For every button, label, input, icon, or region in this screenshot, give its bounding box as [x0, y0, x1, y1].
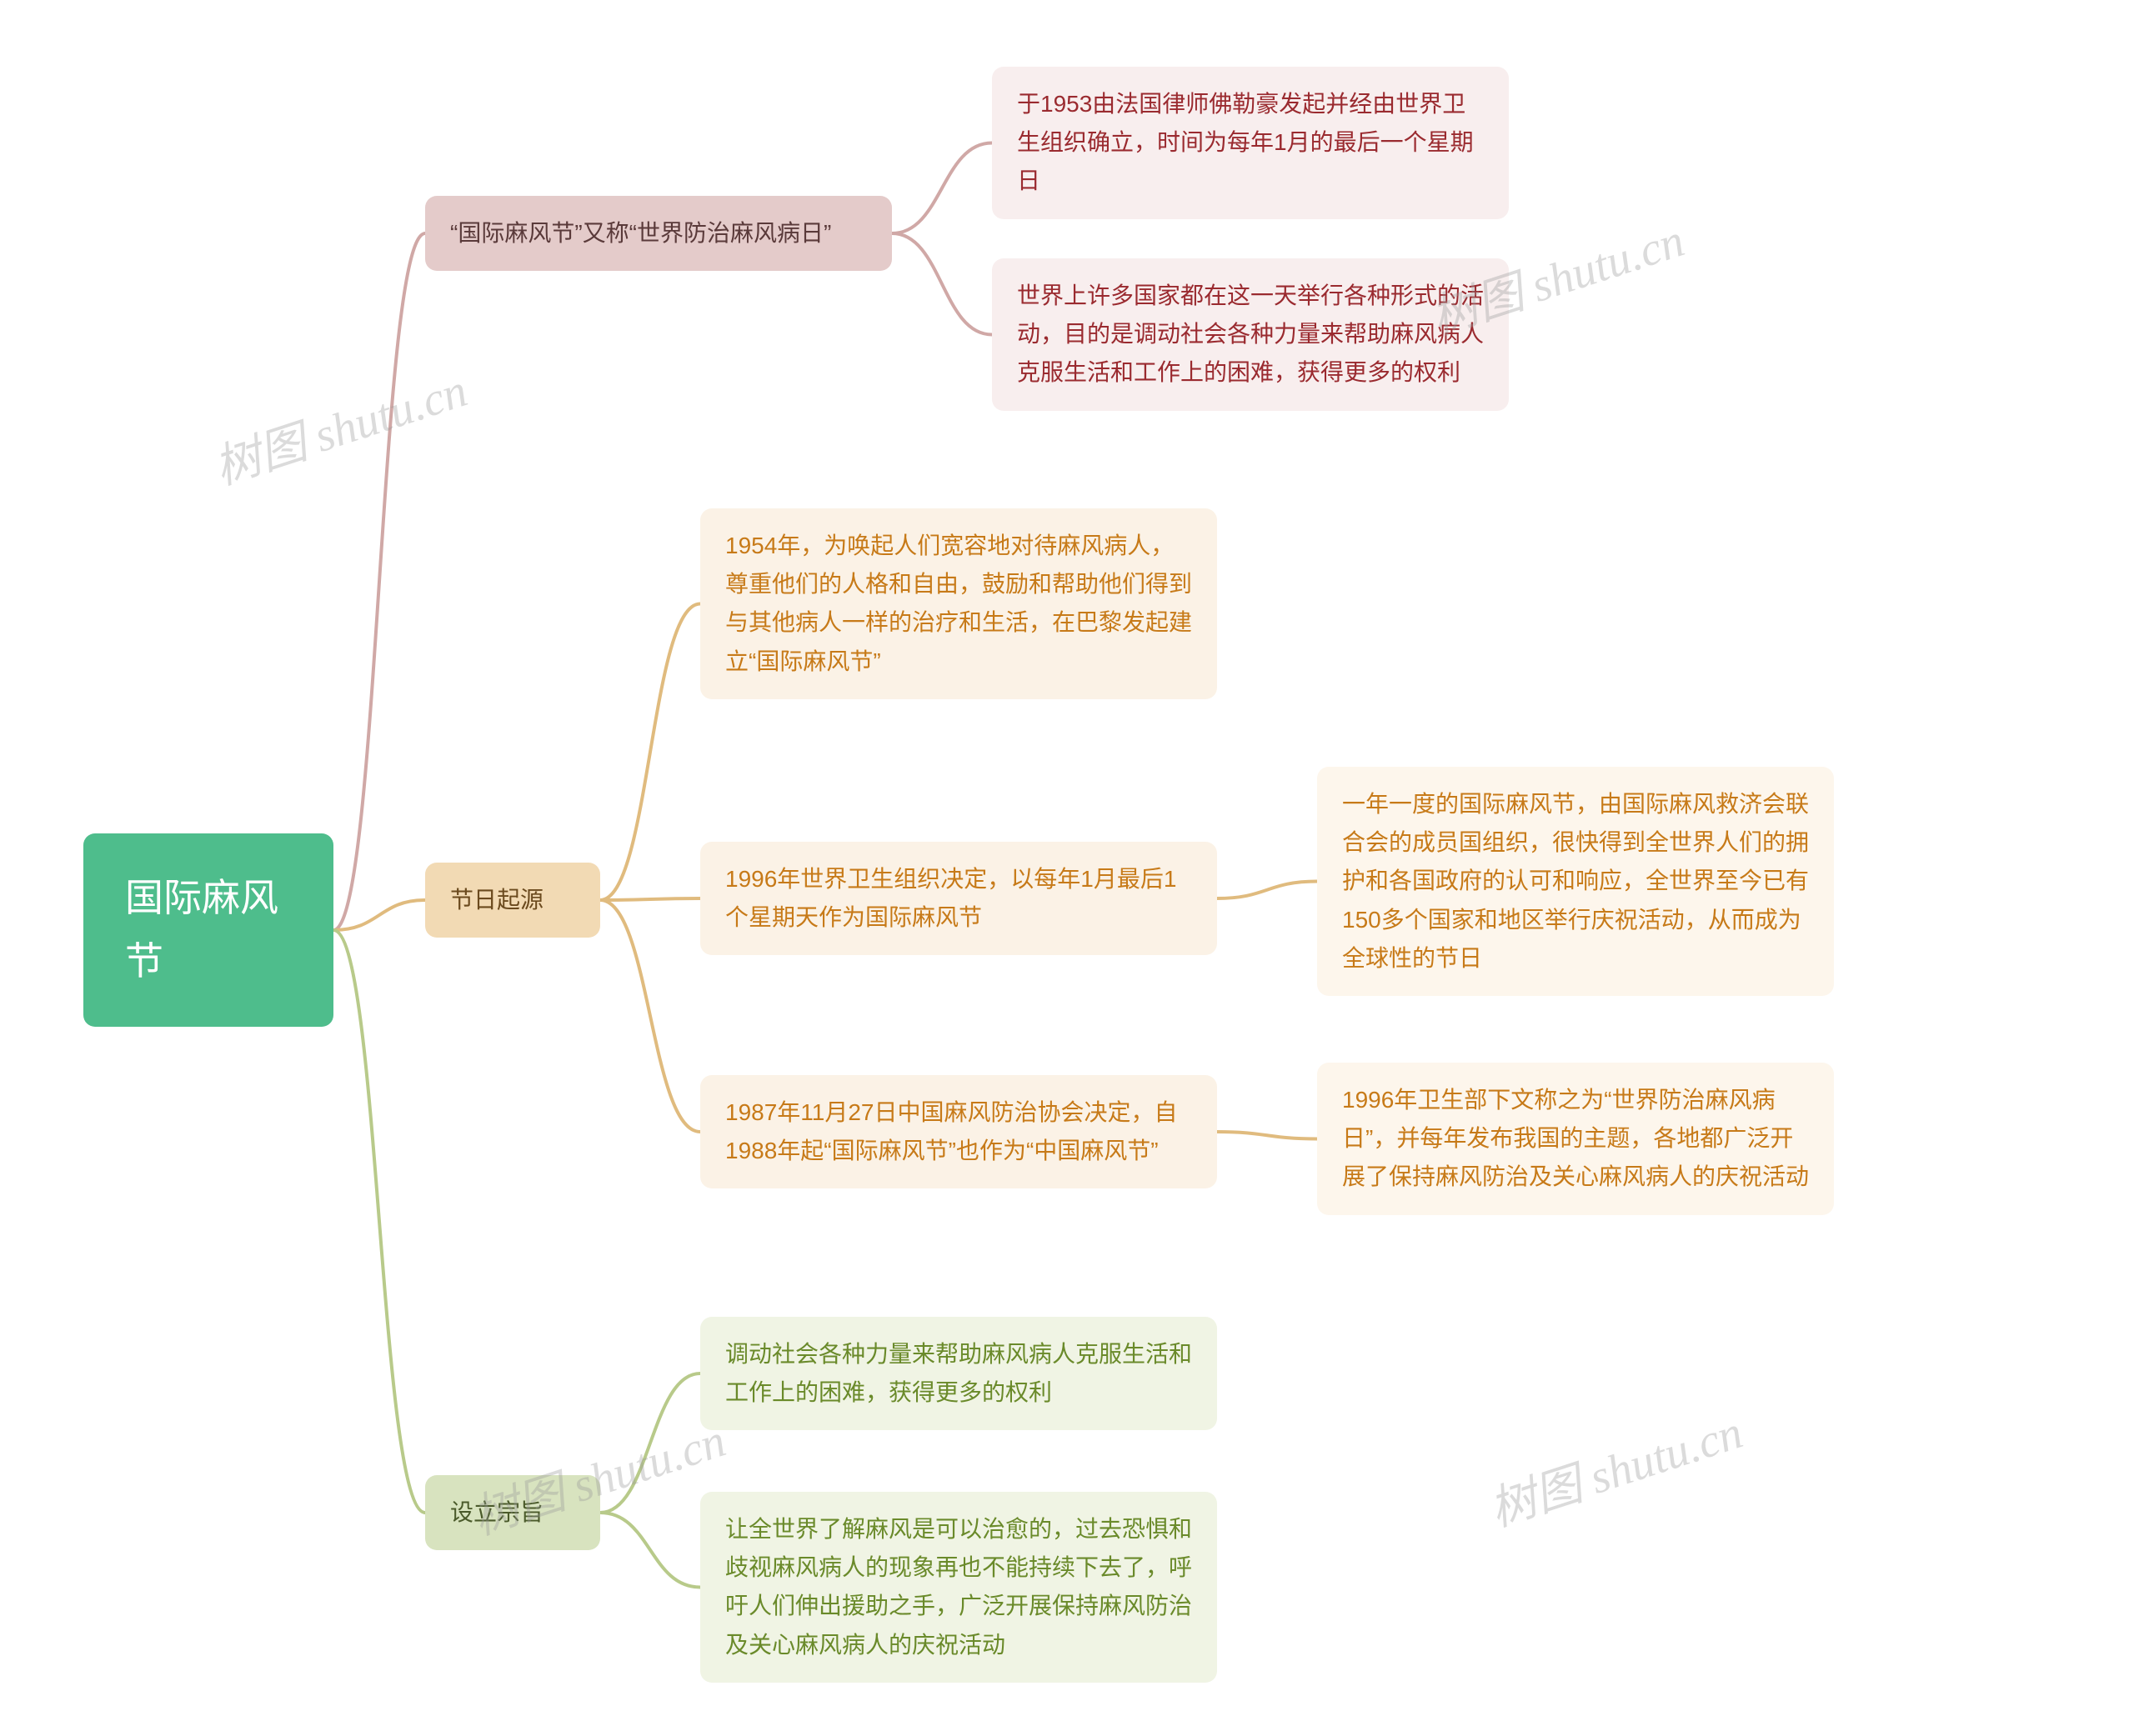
- leaf-1987-china[interactable]: 1987年11月27日中国麻风防治协会决定，自1988年起“国际麻风节”也作为“…: [700, 1075, 1217, 1188]
- connector: [600, 1513, 700, 1588]
- leaf-1954-paris[interactable]: 1954年，为唤起人们宽容地对待麻风病人，尊重他们的人格和自由，鼓励和帮助他们得…: [700, 508, 1217, 699]
- connector: [600, 898, 700, 900]
- leaf-text: 1987年11月27日中国麻风防治协会决定，自1988年起“国际麻风节”也作为“…: [725, 1099, 1178, 1163]
- leaf-text: 调动社会各种力量来帮助麻风病人克服生活和工作上的困难，获得更多的权利: [725, 1341, 1192, 1405]
- branch-origin[interactable]: 节日起源: [425, 863, 600, 938]
- connector: [1217, 1132, 1317, 1139]
- root-node[interactable]: 国际麻风节: [83, 833, 333, 1027]
- leaf-text: 1996年卫生部下文称之为“世界防治麻风病日”，并每年发布我国的主题，各地都广泛…: [1342, 1087, 1809, 1189]
- branch-origin-label: 节日起源: [450, 887, 544, 913]
- leaf-text: 世界上许多国家都在这一天举行各种形式的活动，目的是调动社会各种力量来帮助麻风病人…: [1017, 283, 1484, 385]
- leaf-text: 1996年世界卫生组织决定，以每年1月最后1个星期天作为国际麻风节: [725, 866, 1176, 930]
- root-label: 国际麻风节: [125, 876, 278, 983]
- connector: [600, 1373, 700, 1513]
- connector: [892, 143, 992, 234]
- connector: [333, 930, 425, 1513]
- branch-alias-label: “国际麻风节”又称“世界防治麻风病日”: [450, 220, 831, 246]
- watermark: 树图 shutu.cn: [1480, 1394, 1750, 1539]
- watermark: 树图 shutu.cn: [204, 353, 474, 498]
- leaf-purpose-mobilize[interactable]: 调动社会各种力量来帮助麻风病人克服生活和工作上的困难，获得更多的权利: [700, 1317, 1217, 1430]
- branch-purpose-label: 设立宗旨: [450, 1499, 544, 1525]
- leaf-text: 一年一度的国际麻风节，由国际麻风救济会联合会的成员国组织，很快得到全世界人们的拥…: [1342, 791, 1809, 971]
- connector: [892, 233, 992, 335]
- connector: [333, 233, 425, 930]
- leaf-world-activities[interactable]: 世界上许多国家都在这一天举行各种形式的活动，目的是调动社会各种力量来帮助麻风病人…: [992, 258, 1509, 411]
- leaf-1996-who[interactable]: 1996年世界卫生组织决定，以每年1月最后1个星期天作为国际麻风节: [700, 842, 1217, 955]
- connector: [333, 900, 425, 930]
- branch-purpose[interactable]: 设立宗旨: [425, 1475, 600, 1550]
- branch-alias[interactable]: “国际麻风节”又称“世界防治麻风病日”: [425, 196, 892, 271]
- leaf-text: 于1953由法国律师佛勒豪发起并经由世界卫生组织确立，时间为每年1月的最后一个星…: [1017, 91, 1474, 193]
- leaf-annual-global[interactable]: 一年一度的国际麻风节，由国际麻风救济会联合会的成员国组织，很快得到全世界人们的拥…: [1317, 767, 1834, 996]
- leaf-text: 让全世界了解麻风是可以治愈的，过去恐惧和歧视麻风病人的现象再也不能持续下去了，呼…: [725, 1516, 1192, 1658]
- leaf-text: 1954年，为唤起人们宽容地对待麻风病人，尊重他们的人格和自由，鼓励和帮助他们得…: [725, 533, 1192, 674]
- leaf-1996-moh[interactable]: 1996年卫生部下文称之为“世界防治麻风病日”，并每年发布我国的主题，各地都广泛…: [1317, 1063, 1834, 1215]
- connector: [600, 900, 700, 1132]
- leaf-purpose-awareness[interactable]: 让全世界了解麻风是可以治愈的，过去恐惧和歧视麻风病人的现象再也不能持续下去了，呼…: [700, 1492, 1217, 1683]
- connector: [1217, 882, 1317, 899]
- connector: [600, 604, 700, 901]
- mindmap-canvas: 国际麻风节 “国际麻风节”又称“世界防治麻风病日” 于1953由法国律师佛勒豪发…: [0, 0, 2134, 1736]
- leaf-established-1953[interactable]: 于1953由法国律师佛勒豪发起并经由世界卫生组织确立，时间为每年1月的最后一个星…: [992, 67, 1509, 219]
